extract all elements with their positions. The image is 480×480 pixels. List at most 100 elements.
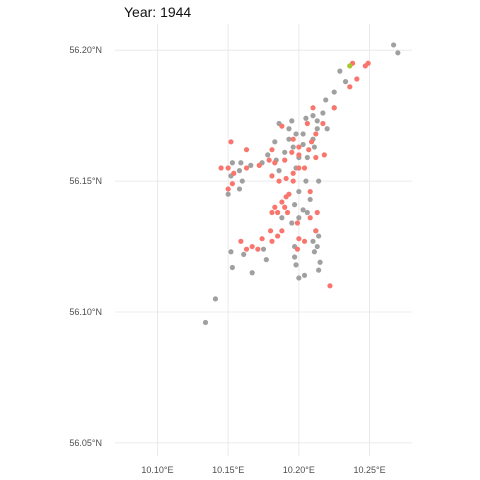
- data-point-red: [276, 178, 282, 184]
- y-tick-label: 56.10°N: [69, 307, 102, 317]
- data-point-red: [238, 238, 244, 244]
- data-point-red: [307, 188, 313, 195]
- data-point-green: [347, 63, 353, 69]
- data-point-red: [256, 162, 262, 168]
- data-point-grey: [311, 249, 318, 255]
- data-point-red: [296, 144, 302, 150]
- x-tick-label: 10.10°E: [141, 465, 173, 475]
- data-point-grey: [276, 168, 282, 174]
- data-point-grey: [316, 178, 322, 184]
- data-point-grey: [301, 272, 308, 278]
- y-tick-label: 56.20°N: [69, 45, 102, 55]
- data-point-grey: [296, 215, 302, 221]
- y-axis-ticks: 56.05°N 56.10°N 56.15°N 56.20°N: [69, 45, 102, 448]
- data-point-grey: [314, 126, 320, 132]
- data-point-red: [290, 170, 296, 176]
- data-point-grey: [324, 126, 330, 132]
- data-point-red: [283, 194, 289, 200]
- data-point-grey: [293, 131, 299, 137]
- data-point-red: [228, 139, 234, 145]
- data-point-grey: [300, 131, 306, 137]
- data-point-grey: [311, 144, 318, 150]
- data-point-grey: [395, 50, 401, 56]
- data-point-red: [231, 170, 237, 176]
- data-point-red: [304, 120, 310, 127]
- data-point-red: [267, 228, 274, 234]
- data-point-grey: [292, 254, 298, 260]
- data-point-grey: [290, 144, 296, 150]
- data-point-grey: [391, 42, 397, 48]
- data-point-red: [282, 204, 288, 210]
- data-point-red: [272, 160, 278, 166]
- data-point-red: [269, 209, 275, 216]
- y-tick-label: 56.15°N: [69, 176, 102, 186]
- data-point-grey: [265, 152, 271, 158]
- data-point-grey: [236, 168, 243, 174]
- data-point-grey: [296, 275, 302, 281]
- data-point-red: [290, 136, 296, 142]
- data-point-grey: [307, 196, 313, 203]
- data-point-red: [255, 246, 261, 252]
- data-point-grey: [316, 233, 322, 239]
- x-axis-ticks: 10.10°E 10.15°E 10.20°E 10.25°E: [141, 465, 385, 475]
- data-point-red: [225, 186, 231, 192]
- data-point-grey: [248, 162, 254, 168]
- data-point-red: [243, 246, 250, 252]
- data-point-grey: [229, 264, 235, 271]
- data-point-red: [269, 238, 275, 244]
- data-point-grey: [314, 243, 320, 250]
- data-point-red: [296, 236, 302, 242]
- data-point-grey: [320, 110, 326, 116]
- data-point-grey: [303, 115, 309, 121]
- data-point-red: [284, 209, 291, 216]
- data-point-grey: [286, 136, 292, 142]
- data-point-red: [243, 147, 250, 153]
- data-point-grey: [241, 251, 247, 257]
- data-point-grey: [310, 238, 316, 244]
- data-point-red: [279, 123, 285, 129]
- data-point-grey: [229, 160, 235, 166]
- data-point-red: [362, 63, 368, 69]
- data-point-red: [301, 165, 308, 171]
- data-point-grey: [331, 89, 337, 95]
- data-point-grey: [342, 79, 349, 85]
- x-tick-label: 10.20°E: [283, 465, 315, 475]
- data-point-grey: [296, 188, 302, 195]
- data-point-red: [310, 105, 316, 111]
- data-point-red: [275, 233, 281, 239]
- data-point-red: [308, 139, 315, 145]
- data-point-red: [243, 165, 250, 171]
- data-point-red: [354, 76, 360, 82]
- data-point-grey: [310, 113, 316, 119]
- data-point-grey: [303, 178, 309, 184]
- data-point-grey: [263, 257, 269, 263]
- data-point-red: [294, 246, 301, 252]
- data-point-grey: [212, 296, 219, 302]
- data-point-red: [275, 209, 281, 216]
- data-point-grey: [279, 215, 285, 221]
- data-point-red: [327, 283, 333, 289]
- data-point-red: [313, 228, 319, 234]
- data-point-red: [294, 220, 301, 226]
- data-point-red: [331, 105, 337, 111]
- data-point-red: [290, 178, 296, 184]
- data-point-red: [229, 181, 235, 187]
- data-point-red: [266, 157, 272, 163]
- data-point-grey: [202, 319, 209, 326]
- data-point-red: [296, 165, 302, 171]
- data-point-grey: [272, 139, 278, 145]
- data-point-red: [259, 236, 265, 242]
- data-point-red: [272, 204, 278, 210]
- data-point-grey: [304, 154, 310, 161]
- data-point-red: [279, 228, 285, 234]
- data-point-grey: [314, 118, 320, 124]
- chart-title: Year: 1944: [124, 4, 191, 20]
- y-tick-label: 56.05°N: [69, 438, 102, 448]
- data-point-grey: [249, 270, 255, 276]
- data-point-red: [313, 131, 319, 137]
- data-point-grey: [282, 149, 288, 155]
- data-point-red: [296, 152, 302, 158]
- x-tick-label: 10.15°E: [212, 465, 244, 475]
- data-point-grey: [225, 191, 231, 197]
- data-point-grey: [292, 202, 298, 208]
